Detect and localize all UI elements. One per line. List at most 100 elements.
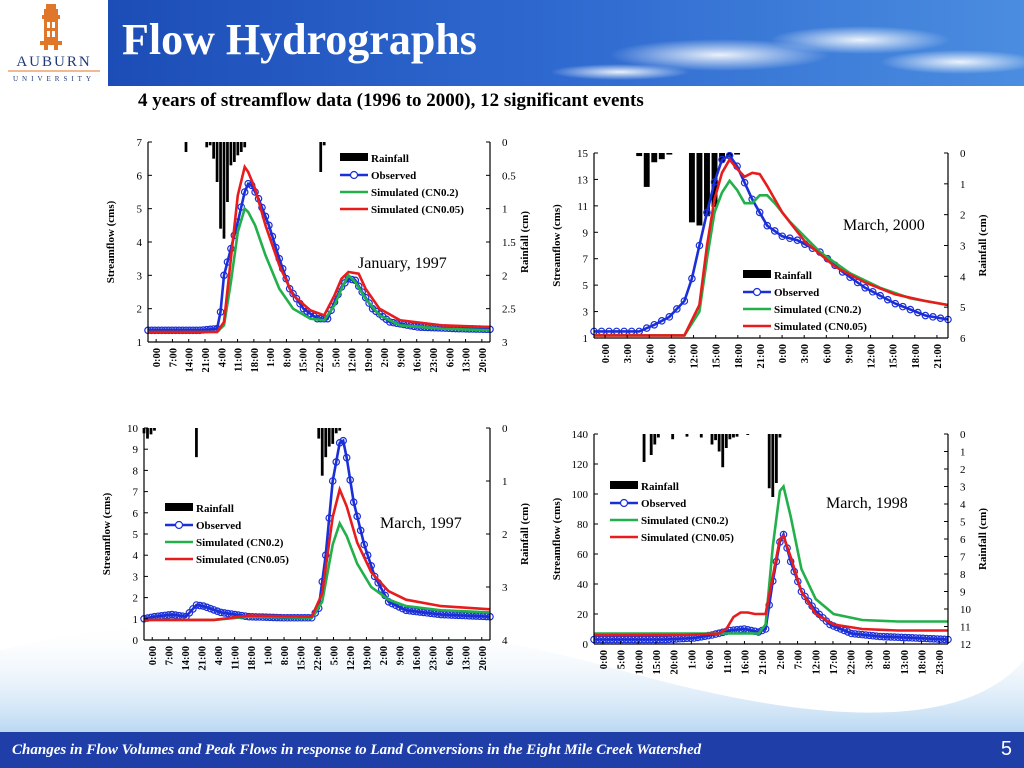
- observed-point: [915, 634, 924, 642]
- observed-point: [365, 299, 373, 307]
- y-tick-label: 9: [133, 444, 139, 456]
- x-tick-label: 8:00: [882, 650, 893, 669]
- y-tick-label: 1: [137, 337, 143, 349]
- observed-point: [348, 275, 356, 284]
- rainfall-bar: [319, 142, 323, 172]
- observed-point: [793, 236, 802, 245]
- rainfall-bar: [734, 153, 741, 155]
- observed-point: [650, 320, 659, 329]
- event-label: March, 1998: [826, 495, 908, 512]
- legend-marker: [174, 520, 184, 530]
- x-tick-label: 15:00: [652, 650, 663, 675]
- observed-point: [763, 221, 772, 230]
- observed-point: [770, 227, 779, 235]
- observed-point: [904, 633, 913, 642]
- observed-point: [883, 295, 892, 304]
- x-tick-label: 2:00: [776, 650, 787, 669]
- observed-point: [886, 633, 895, 641]
- y2-tick-label: 2.5: [502, 304, 516, 316]
- series-line: [594, 533, 948, 637]
- y-tick-label: 80: [577, 519, 589, 531]
- x-tick-label: 12:00: [811, 650, 822, 675]
- y2-tick-label: 2: [502, 529, 508, 541]
- rainfall-bar: [212, 142, 216, 159]
- x-tick-label: 21:00: [758, 650, 769, 675]
- observed-point: [876, 291, 885, 300]
- legend: Rainfall Observed Simulated (CN0.2) Simulat…: [165, 503, 289, 566]
- y-tick-label: 100: [572, 489, 589, 501]
- y-tick-label: 2: [137, 304, 143, 316]
- y-tick-label: 0: [583, 639, 589, 651]
- legend-label: Simulated (CN0.05): [774, 321, 867, 333]
- rainfall-bar: [685, 434, 689, 437]
- y-tick-label: 7: [137, 137, 143, 149]
- x-tick-label: 16:00: [413, 348, 424, 373]
- y-axis-title: Streamflow (cms): [551, 204, 563, 287]
- observed-point: [868, 287, 877, 296]
- legend-marker: [752, 287, 762, 297]
- y2-tick-label: 1: [960, 447, 966, 459]
- x-tick-label: 1:00: [264, 646, 275, 665]
- svg-text:AUBURN: AUBURN: [16, 54, 91, 70]
- observed-point: [861, 283, 869, 292]
- rainfall-bar: [146, 428, 149, 439]
- observed-point: [901, 633, 909, 642]
- observed-point: [926, 634, 934, 643]
- x-tick-label: 13:00: [462, 348, 473, 373]
- rainfall-bar: [232, 142, 236, 162]
- rainfall-bar: [771, 434, 775, 497]
- x-tick-label: 8:00: [280, 646, 291, 665]
- y-tick-label: 5: [583, 280, 589, 292]
- legend-label: Rainfall: [641, 481, 679, 493]
- y2-tick-label: 0: [960, 148, 966, 160]
- rainfall-bar: [338, 428, 342, 431]
- series-line: [594, 153, 949, 333]
- observed-point: [891, 299, 900, 308]
- rainfall-bar: [642, 434, 646, 462]
- x-tick-label: 13:00: [900, 650, 911, 675]
- observed-point: [642, 324, 651, 332]
- observed-point: [851, 630, 859, 638]
- x-tick-label: 2:00: [379, 646, 390, 665]
- x-tick-label: 23:00: [429, 348, 440, 373]
- legend-label: Simulated (CN0.05): [641, 532, 734, 544]
- y2-tick-label: 7: [960, 552, 966, 564]
- observed-point: [665, 313, 674, 321]
- observed-point: [217, 608, 225, 617]
- y2-tick-label: 3: [960, 482, 966, 494]
- legend-swatch-rainfall: [743, 270, 771, 278]
- x-tick-label: 17:00: [829, 650, 840, 675]
- x-tick-label: 0:00: [152, 348, 163, 367]
- observed-point: [360, 540, 368, 549]
- x-tick-label: 20:00: [670, 650, 681, 675]
- y2-tick-label: 3: [960, 241, 966, 253]
- legend-label: Simulated (CN0.05): [371, 204, 464, 216]
- svg-text:UNIVERSITY: UNIVERSITY: [13, 75, 95, 83]
- rainfall-bar: [208, 142, 212, 146]
- x-tick-label: 1:00: [687, 650, 698, 669]
- y-axis-title: Streamflow (cms): [105, 200, 117, 283]
- observed-point: [861, 631, 870, 639]
- x-tick-label: 21:00: [756, 344, 767, 369]
- page-number: 5: [1000, 738, 1012, 760]
- legend-swatch-rainfall: [610, 481, 638, 489]
- rainfall-bar: [774, 434, 778, 483]
- x-tick-label: 15:00: [297, 646, 308, 671]
- rainfall-bar: [239, 142, 243, 152]
- observed-point: [703, 208, 711, 217]
- legend-label: Observed: [774, 287, 819, 299]
- rainfall-bar: [778, 434, 782, 438]
- x-tick-label: 22:00: [313, 646, 324, 671]
- y2-tick-label: 8: [960, 569, 966, 581]
- y-tick-label: 40: [577, 579, 589, 591]
- observed-point: [332, 458, 341, 466]
- rainfall-bar: [322, 142, 326, 146]
- y-tick-label: 2: [133, 593, 139, 605]
- page-title: Flow Hydrographs: [122, 15, 477, 64]
- y-tick-label: 0: [133, 635, 139, 647]
- x-tick-label: 11:00: [723, 650, 734, 674]
- rainfall-bar: [649, 434, 653, 455]
- observed-point: [240, 188, 249, 196]
- y2-tick-label: 11: [960, 622, 971, 634]
- observed-point: [801, 592, 809, 601]
